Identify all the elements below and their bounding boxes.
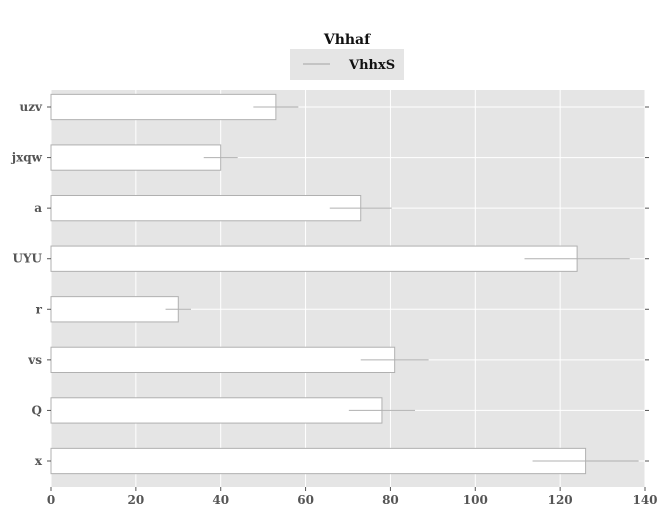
legend: VhhxS (290, 49, 404, 80)
y-tick-label: UYU (13, 252, 43, 266)
bar-jxqw (50, 144, 222, 171)
x-tick-label: 20 (128, 493, 145, 507)
x-tick-label: 100 (463, 493, 488, 507)
bar-uzv (50, 93, 277, 121)
x-axis-ticks: 0 20 40 60 80 100 120 140 (47, 487, 658, 507)
error-bars (165, 106, 639, 462)
x-tick-label: 0 (47, 493, 55, 507)
bar-Q (50, 397, 383, 424)
y-tick-label: x (35, 454, 43, 468)
y-tick-label: uzv (19, 100, 43, 114)
x-tick-label: 80 (382, 493, 399, 507)
y-axis-ticks: uzv jxqw a UYU r vs Qx (11, 100, 649, 468)
y-tick-label: Q (32, 403, 42, 417)
chart-title: Vhhaf (323, 32, 371, 48)
bar-x (50, 447, 587, 475)
x-tick-label: 40 (212, 493, 229, 507)
y-tick-label: jxqw (11, 151, 43, 165)
bar-r (50, 296, 179, 323)
y-tick-label: vs (27, 353, 42, 367)
legend-label: VhhxS (348, 58, 395, 73)
bar-a (50, 195, 362, 222)
y-tick-label: r (36, 302, 43, 316)
x-tick-label: 60 (297, 493, 314, 507)
bar-vs (50, 346, 396, 374)
x-tick-label: 120 (548, 493, 573, 507)
y-tick-label: a (34, 201, 42, 215)
x-tick-label: 140 (632, 493, 657, 507)
bars (50, 93, 587, 475)
bar-UYU (50, 245, 578, 272)
